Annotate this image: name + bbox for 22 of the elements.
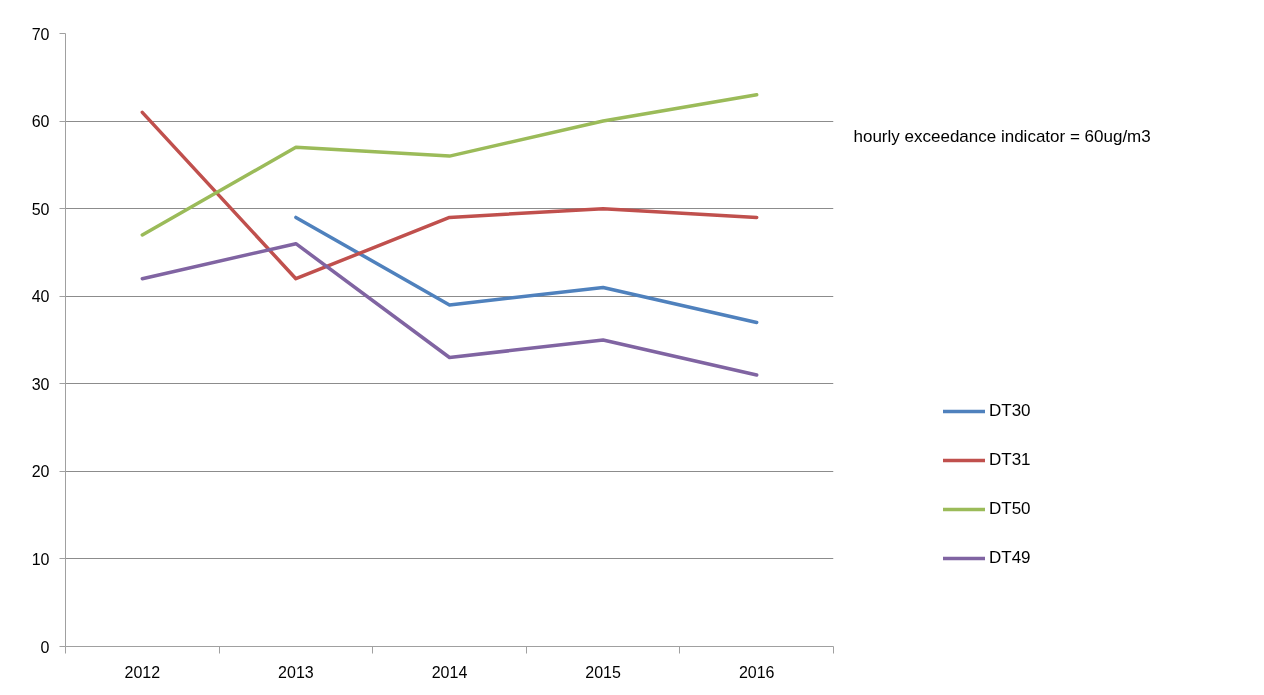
legend-label: DT49 — [989, 548, 1031, 568]
x-tick-label: 2016 — [738, 663, 775, 681]
line-series — [140, 241, 759, 377]
y-tick-label: 60 — [31, 113, 50, 131]
legend-label: DT30 — [989, 401, 1031, 421]
legend-label: DT31 — [989, 450, 1031, 470]
x-tick-label: 2015 — [585, 663, 621, 681]
text: hourly exceedance indicator = 60ug/m3 — [853, 127, 1151, 147]
x-tick-label: 2013 — [278, 663, 314, 681]
x-tick-label: 2014 — [431, 663, 468, 681]
y-tick-label: 40 — [31, 288, 50, 306]
y-tick-label: 30 — [31, 375, 50, 393]
y-tick-label: 70 — [31, 25, 50, 43]
line-series — [140, 110, 759, 281]
y-tick-label: 50 — [31, 200, 50, 218]
line-series — [140, 93, 759, 237]
legend-label: DT50 — [989, 499, 1031, 519]
y-tick-label: 20 — [31, 463, 50, 481]
line-series — [294, 215, 759, 325]
y-tick-label: 0 — [40, 638, 50, 656]
y-tick-label: 10 — [31, 550, 50, 568]
x-tick-label: 2012 — [124, 663, 161, 681]
